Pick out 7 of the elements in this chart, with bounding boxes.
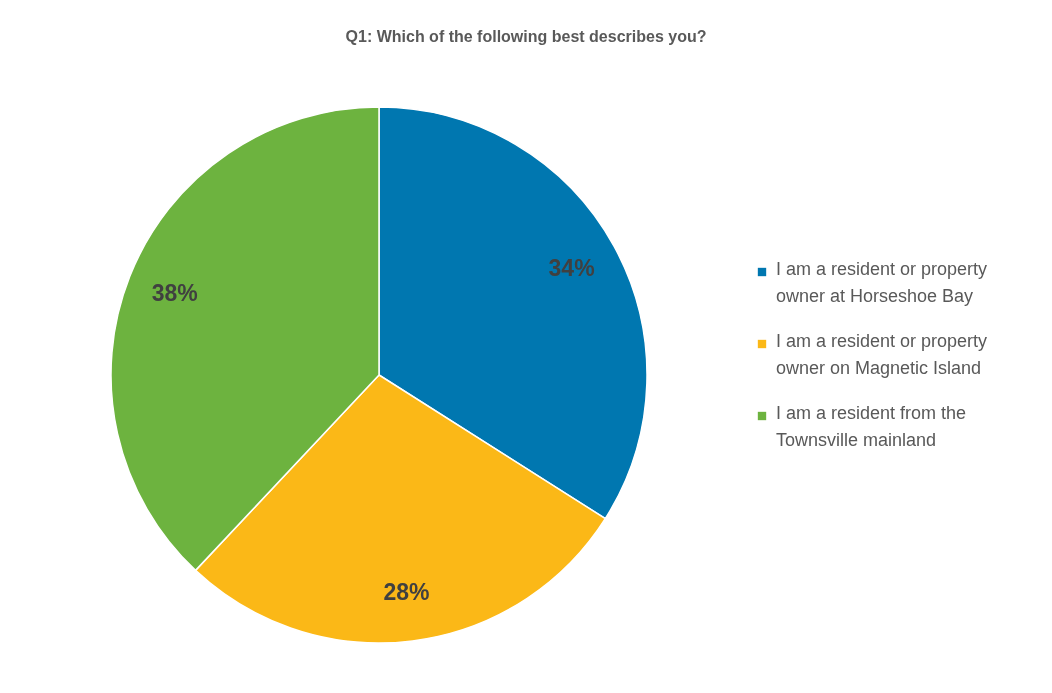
legend-label: I am a resident or property owner on Magnetic Island	[776, 331, 988, 378]
data-label: 38%	[151, 280, 198, 307]
data-label: 28%	[383, 579, 430, 606]
data-label: 34%	[548, 255, 595, 282]
legend-label: I am a resident from the Townsville mainland	[776, 403, 967, 450]
chart-title: Q1: Which of the following best describes you?	[345, 28, 707, 45]
legend-label: I am a resident or property owner at Horseshoe Bay	[776, 259, 988, 306]
